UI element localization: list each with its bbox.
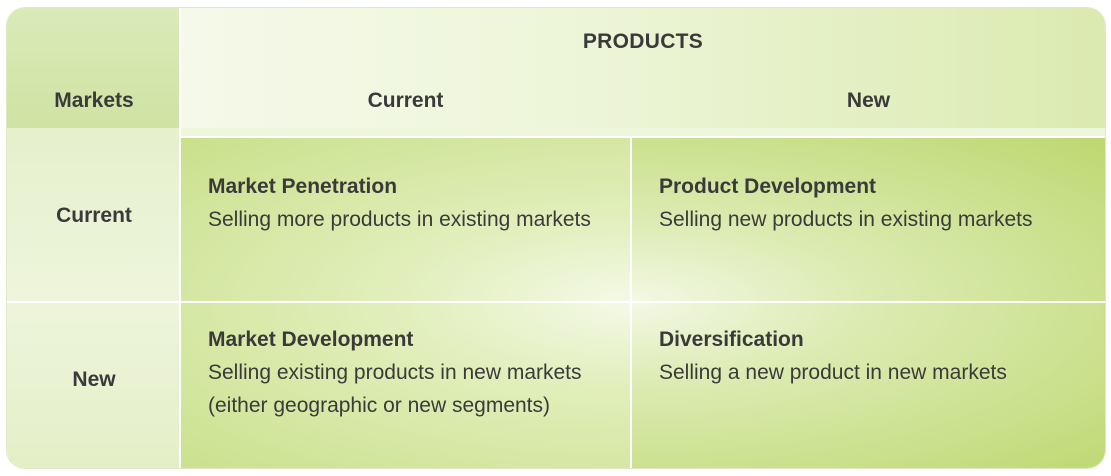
- quadrant-description: Selling more products in existing market…: [208, 208, 591, 231]
- label-column-divider: [179, 8, 181, 468]
- quadrant-description: Selling a new product in new markets: [659, 361, 1007, 384]
- ansoff-matrix: PRODUCTS Markets Current New Current New…: [7, 8, 1105, 468]
- quadrant-description: Selling existing products in new markets…: [208, 361, 582, 417]
- quadrant-market-development: Market Development Selling existing prod…: [181, 303, 630, 468]
- matrix-frame: PRODUCTS Markets Current New Current New…: [7, 8, 1105, 468]
- header-divider: [181, 136, 1105, 138]
- quadrant-title: Product Development: [659, 175, 877, 198]
- column-header-new: New: [846, 89, 891, 112]
- quadrant-product-development: Product Development Selling new products…: [632, 138, 1105, 301]
- quadrant-title: Diversification: [659, 328, 804, 351]
- quadrant-market-penetration: Market Penetration Selling more products…: [181, 138, 630, 301]
- row-header-current: Current: [56, 204, 132, 227]
- quadrant-title: Market Development: [208, 328, 414, 351]
- label-row-divider: [7, 301, 181, 303]
- quadrant-diversification: Diversification Selling a new product in…: [632, 303, 1105, 468]
- column-divider: [630, 138, 632, 468]
- row-header-new: New: [72, 368, 116, 391]
- markets-column-band: [7, 128, 181, 468]
- quadrant-description: Selling new products in existing markets: [659, 208, 1033, 231]
- markets-header: Markets: [54, 89, 134, 112]
- products-header: PRODUCTS: [582, 30, 704, 53]
- row-divider: [181, 301, 1105, 303]
- column-header-current: Current: [367, 89, 444, 112]
- quadrant-title: Market Penetration: [208, 175, 398, 198]
- products-header-band: [181, 8, 1105, 128]
- corner-cell: [7, 8, 181, 128]
